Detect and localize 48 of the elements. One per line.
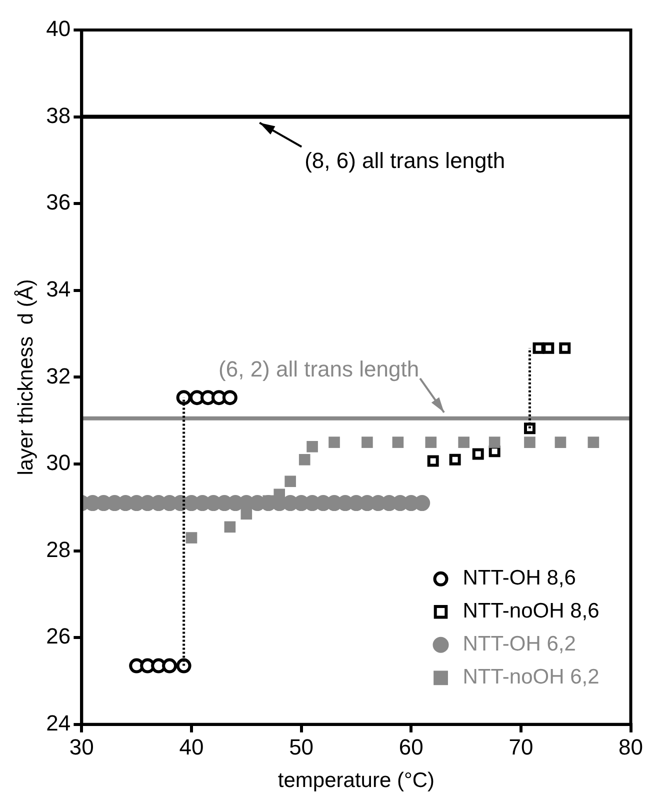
x-tick-label: 70 xyxy=(508,734,534,760)
y-tick-label: 38 xyxy=(46,102,71,128)
point xyxy=(186,532,198,544)
legend-label: NTT-noOH 8,6 xyxy=(462,600,600,623)
y-tick-label: 32 xyxy=(46,363,71,388)
y-tick-label: 24 xyxy=(46,710,71,736)
point xyxy=(306,440,318,452)
legend-label: NTT-OH 6,2 xyxy=(462,632,576,656)
legend-label: NTT-noOH 6,2 xyxy=(462,666,600,689)
point xyxy=(524,422,536,434)
x-tick-label: 60 xyxy=(398,734,424,760)
point xyxy=(298,454,310,466)
point xyxy=(362,436,373,448)
y-tick-label: 30 xyxy=(46,450,71,476)
point xyxy=(425,436,437,448)
point xyxy=(472,448,484,460)
point xyxy=(222,390,238,406)
point xyxy=(554,436,566,448)
legend-label: NTT-OH 8,6 xyxy=(462,566,576,590)
x-tick-label: 40 xyxy=(179,734,204,760)
point xyxy=(162,658,178,674)
point xyxy=(488,436,500,448)
annotation: (6, 2) all trans length xyxy=(218,356,420,382)
point xyxy=(427,455,439,467)
point xyxy=(176,658,192,674)
annotation: (8, 6) all trans length xyxy=(304,148,506,173)
point xyxy=(392,436,404,448)
y-tick-label: 40 xyxy=(46,16,71,42)
point xyxy=(524,436,536,448)
point xyxy=(588,436,600,448)
point xyxy=(176,390,192,406)
x-tick-label: 80 xyxy=(618,734,644,760)
y-tick-label: 36 xyxy=(46,190,71,215)
y-tick-label: 26 xyxy=(46,624,71,649)
y-tick-label: 34 xyxy=(46,276,71,302)
x-axis-title: temperature (°C) xyxy=(278,769,435,792)
x-tick-label: 30 xyxy=(69,734,94,760)
y-axis-title: layer thickness d (Å) xyxy=(13,279,38,476)
x-tick-label: 50 xyxy=(289,734,314,760)
point xyxy=(284,476,296,488)
point xyxy=(559,342,571,354)
point xyxy=(328,436,340,448)
point xyxy=(449,454,461,466)
point xyxy=(542,342,554,354)
point xyxy=(458,436,470,448)
y-tick-label: 28 xyxy=(46,536,71,562)
point xyxy=(224,521,236,533)
point xyxy=(240,508,252,520)
